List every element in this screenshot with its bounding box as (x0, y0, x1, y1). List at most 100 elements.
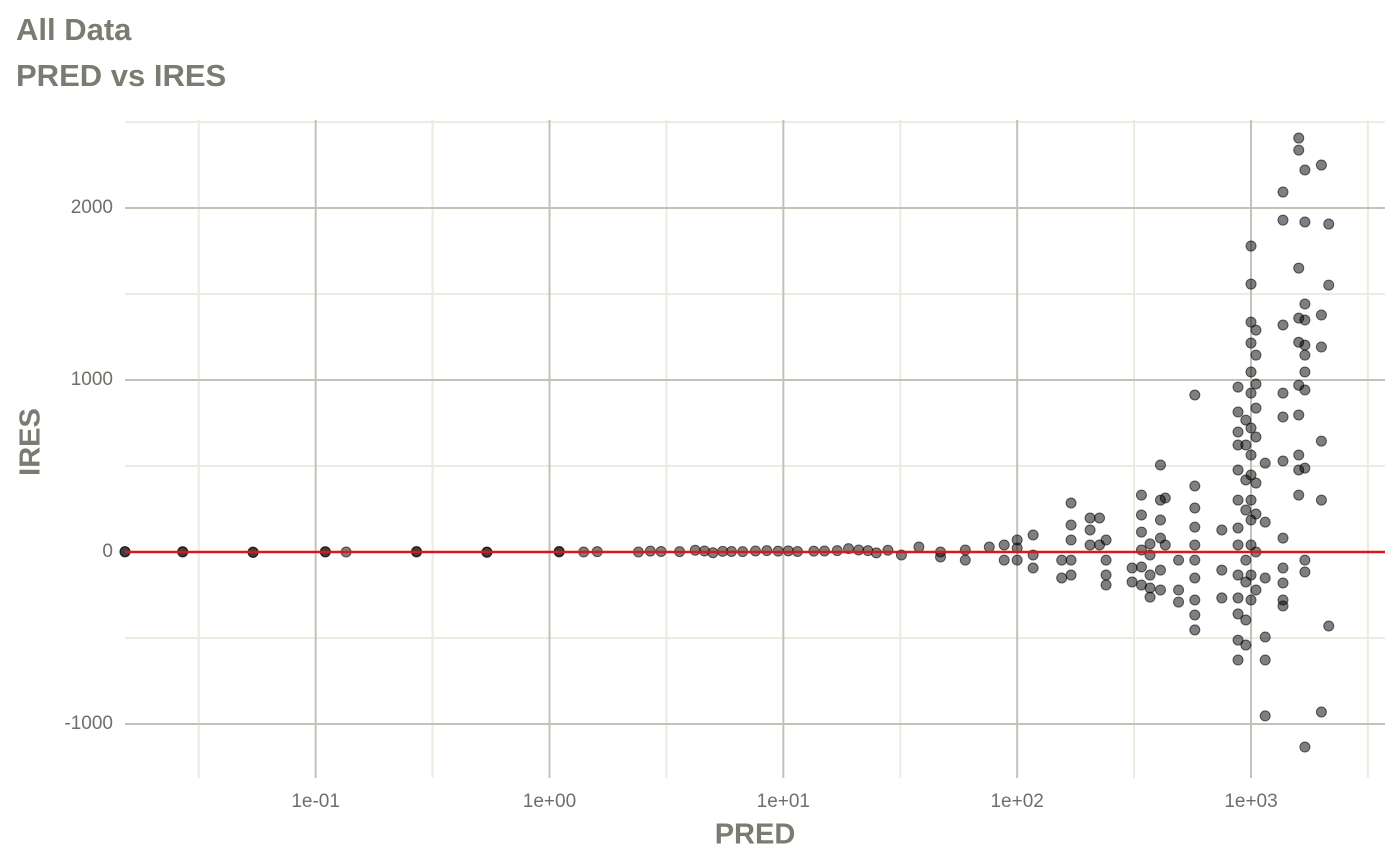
point (1232, 522, 1244, 534)
x-axis-title: PRED (715, 819, 796, 851)
point (1299, 216, 1311, 228)
point (1189, 624, 1201, 636)
point (1232, 634, 1244, 646)
point (1027, 529, 1039, 541)
point (1250, 402, 1262, 414)
point (1084, 524, 1096, 536)
point (1189, 594, 1201, 606)
point (1135, 509, 1147, 521)
point (1245, 494, 1257, 506)
point (1027, 562, 1039, 574)
point (1154, 514, 1166, 526)
point (1232, 381, 1244, 393)
point (1245, 469, 1257, 481)
point (1232, 608, 1244, 620)
point (1144, 582, 1156, 594)
point (1299, 164, 1311, 176)
point (1277, 214, 1289, 226)
point (959, 544, 971, 556)
point (1100, 534, 1112, 546)
point (998, 554, 1010, 566)
point (1144, 569, 1156, 581)
point (1299, 314, 1311, 326)
point (1245, 366, 1257, 378)
point (1135, 561, 1147, 573)
point (1189, 554, 1201, 566)
point (1094, 512, 1106, 524)
point (1065, 534, 1077, 546)
point (1232, 539, 1244, 551)
point (1154, 459, 1166, 471)
x-tick-label: 1e-01 (291, 791, 340, 812)
point (1293, 144, 1305, 156)
point (1216, 592, 1228, 604)
point (1154, 564, 1166, 576)
point (1240, 439, 1252, 451)
chart-title: All Data (16, 12, 132, 47)
point (1323, 620, 1335, 632)
point (1259, 457, 1271, 469)
point (1277, 455, 1289, 467)
point (1056, 572, 1068, 584)
point (1189, 502, 1201, 514)
point (1232, 426, 1244, 438)
point (1299, 349, 1311, 361)
point (831, 545, 843, 557)
point (1323, 279, 1335, 291)
point (1245, 594, 1257, 606)
point (1240, 639, 1252, 651)
point (1299, 554, 1311, 566)
x-tick-label: 1e+01 (757, 791, 810, 812)
point (1315, 706, 1327, 718)
point (1299, 339, 1311, 351)
point (959, 554, 971, 566)
point (1189, 521, 1201, 533)
point (1232, 464, 1244, 476)
point (1277, 532, 1289, 544)
point (1250, 324, 1262, 336)
point (882, 544, 894, 556)
point (934, 551, 946, 563)
point (1065, 554, 1077, 566)
point (1216, 524, 1228, 536)
point (1126, 562, 1138, 574)
x-tick-label: 1e+02 (990, 791, 1043, 812)
y-tick-label: 0 (102, 541, 113, 562)
point (1315, 494, 1327, 506)
point (1245, 337, 1257, 349)
point (1245, 449, 1257, 461)
point (1315, 435, 1327, 447)
point (998, 539, 1010, 551)
point (1173, 584, 1185, 596)
point (1154, 584, 1166, 596)
point (1259, 654, 1271, 666)
point (1293, 132, 1305, 144)
point (1277, 319, 1289, 331)
point (1250, 508, 1262, 520)
point (1250, 349, 1262, 361)
grid (125, 120, 1385, 778)
point (1250, 584, 1262, 596)
point (1065, 497, 1077, 509)
point (1245, 422, 1257, 434)
y-axis-title: IRES (15, 408, 47, 476)
point (1135, 526, 1147, 538)
point (1232, 569, 1244, 581)
point (1245, 278, 1257, 290)
y-tick-label: 2000 (71, 197, 113, 218)
point (1135, 489, 1147, 501)
point (1250, 431, 1262, 443)
point (1232, 654, 1244, 666)
point (1293, 489, 1305, 501)
point (1189, 480, 1201, 492)
point (1084, 539, 1096, 551)
point (1144, 538, 1156, 550)
point (1293, 262, 1305, 274)
point (1159, 539, 1171, 551)
point (1323, 218, 1335, 230)
point (1299, 298, 1311, 310)
point (1277, 186, 1289, 198)
point (1173, 554, 1185, 566)
point (1315, 341, 1327, 353)
